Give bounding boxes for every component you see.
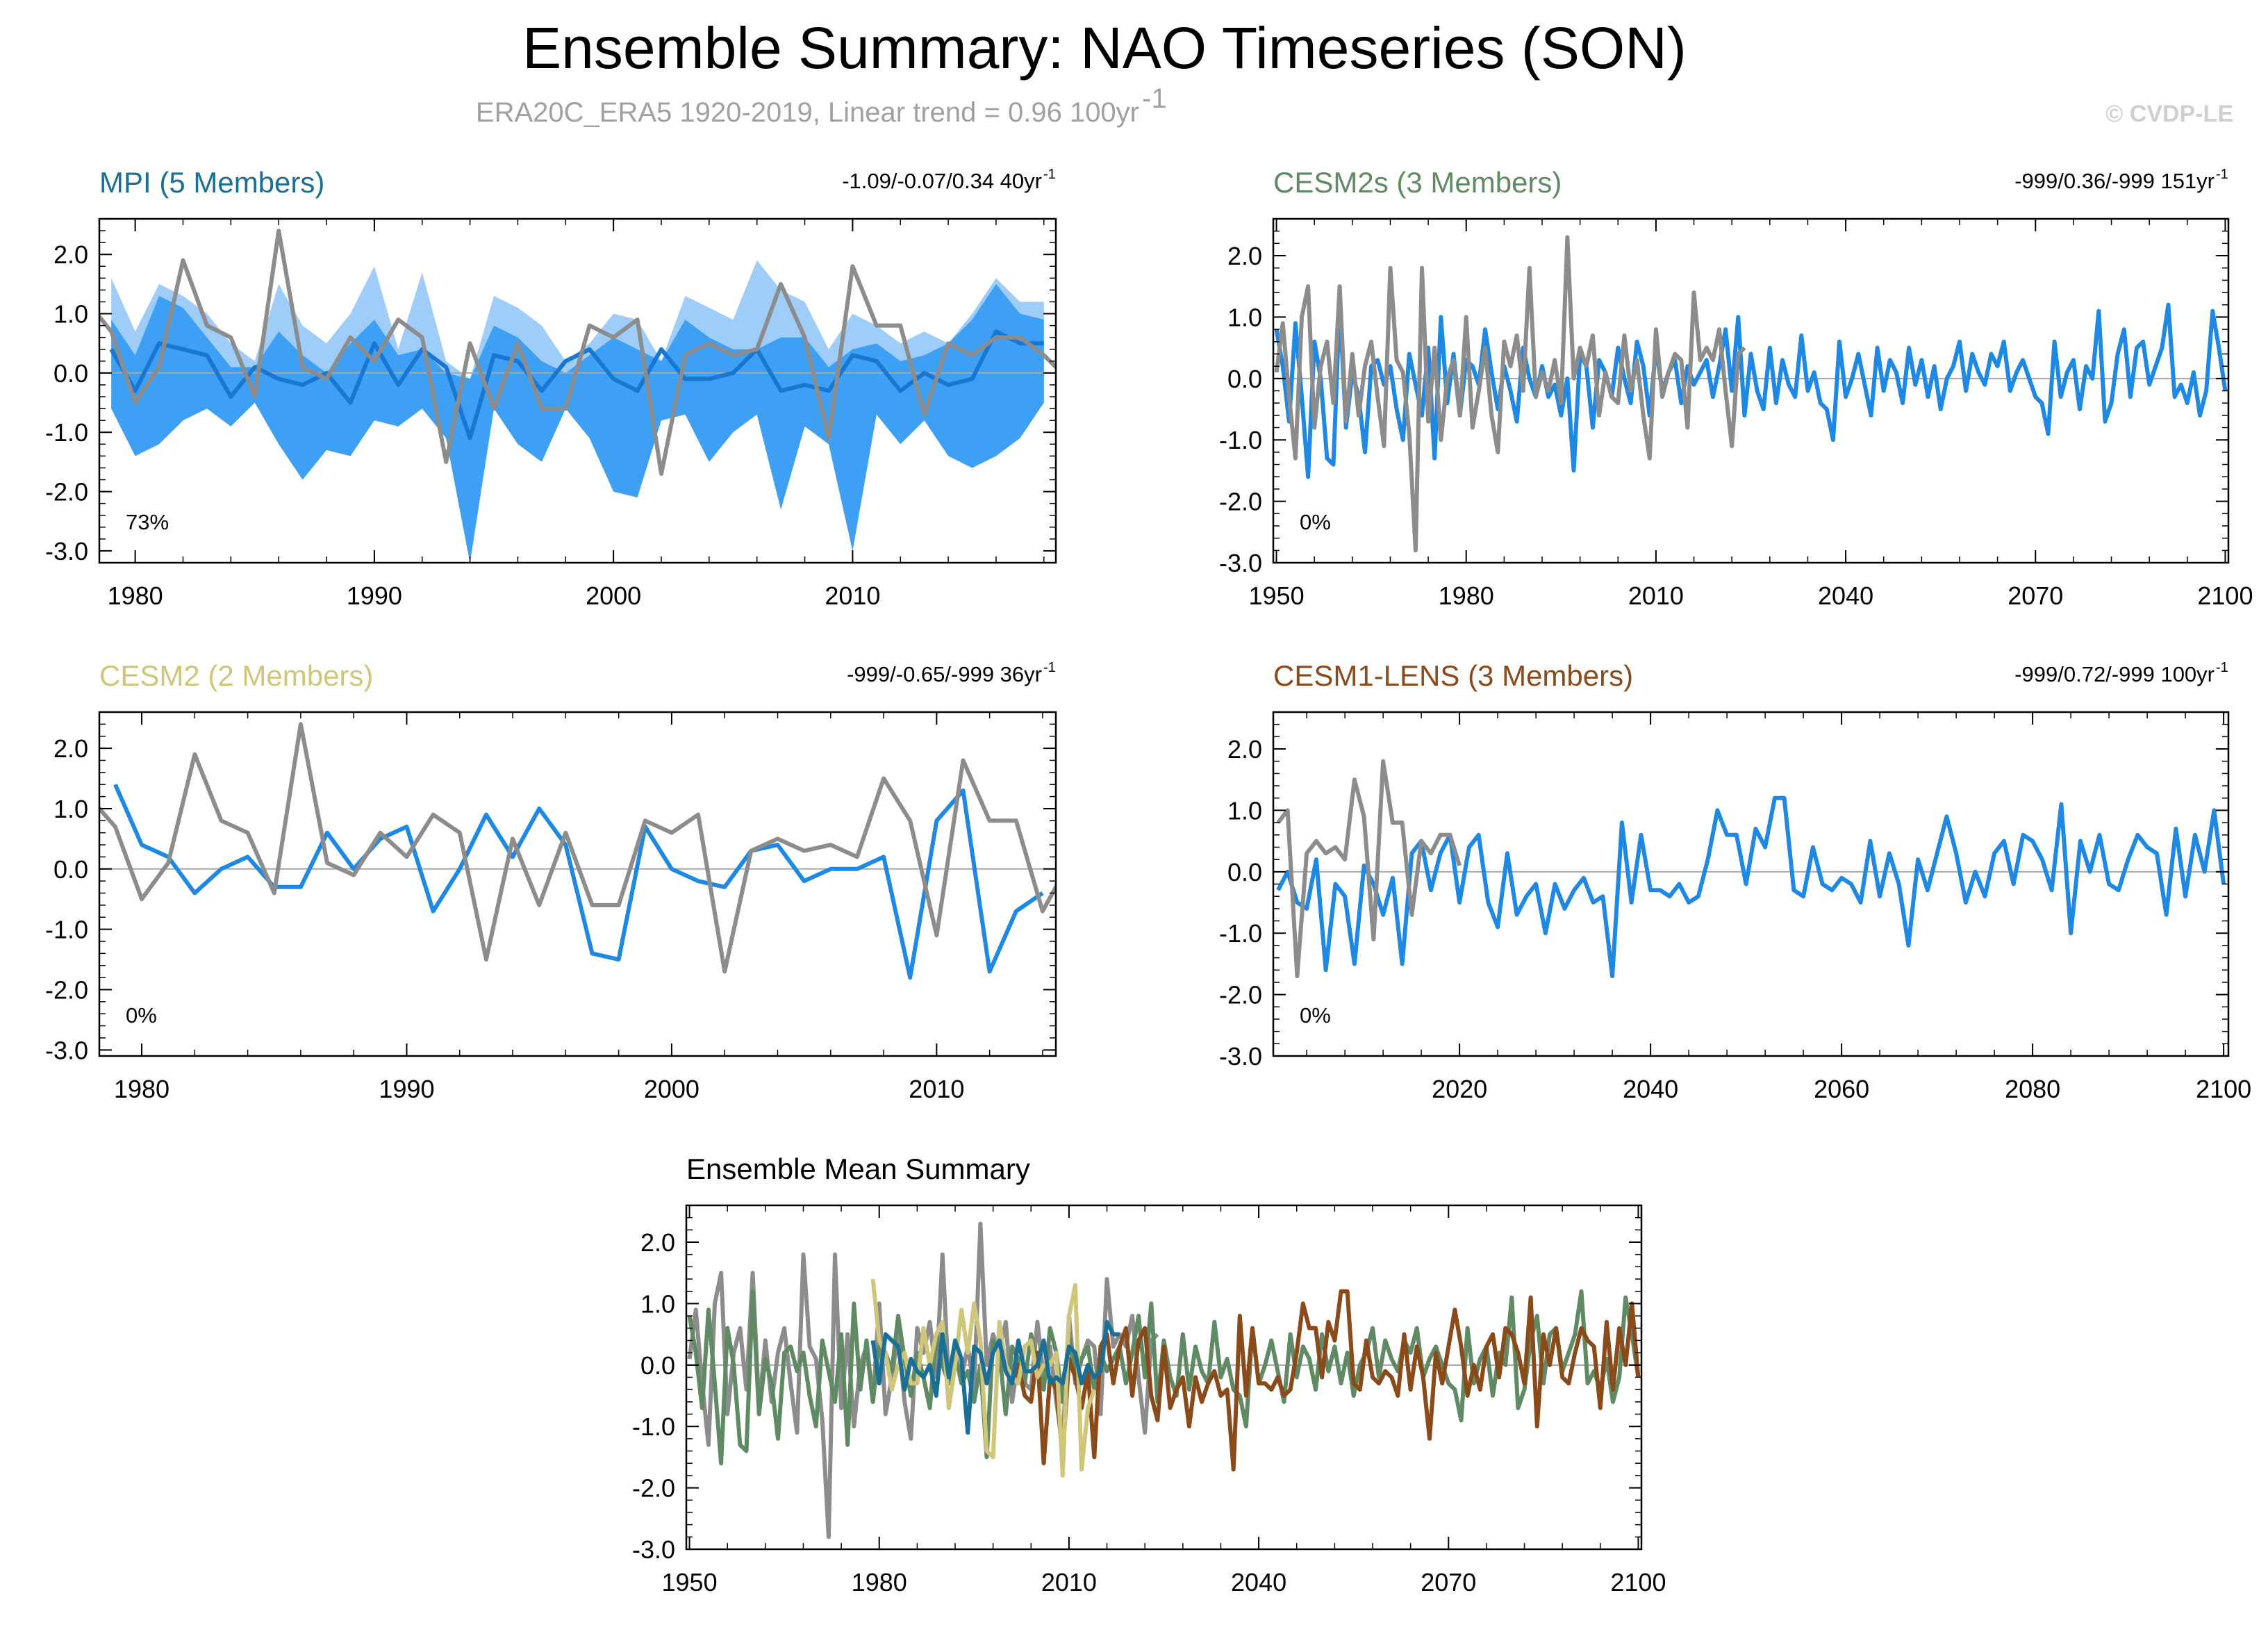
cesm2s-xtick-label: 2100 [2197,581,2253,610]
mpi-frame [98,217,1057,564]
cesm2-ytick-label: 0.0 [53,855,88,884]
cesm2s-xtick-label: 1950 [1249,581,1305,610]
lens-stats: -999/0.72/-999 100yr [2014,662,2215,686]
cesm2-stats: -999/-0.65/-999 36yr [847,662,1042,686]
mpi-ytick-label: -3.0 [45,537,88,566]
lens-ytick-label: 0.0 [1227,858,1262,886]
mean-series-ensemble-mean [870,1319,1120,1435]
cesm2s-percent-label: 0% [1300,510,1331,534]
lens-ytick-label: -3.0 [1219,1042,1262,1071]
mean-xtick-label: 1980 [852,1568,907,1596]
mpi-band-inner [111,283,1044,563]
cesm2-percent-label: 0% [126,1003,157,1028]
mpi-series-ensemble-mean [109,329,1044,440]
panel-mean: Ensemble Mean Summary 2.0 1.0 0.0 -1.0 -2.0 -3… [632,1153,1666,1596]
mpi-xtick-label: 2010 [825,581,880,610]
cesm2-title: CESM2 (2 Members) [99,659,373,692]
mpi-xtick-label: 2000 [586,581,641,610]
cesm2s-ytick-label: -2.0 [1219,488,1262,516]
cesm2-xtick-label: 2000 [644,1075,700,1103]
mpi-stats-superscript: -1 [1043,167,1056,182]
mpi-ytick-label: 1.0 [53,300,88,329]
cesm2s-ytick-label: 0.0 [1227,365,1262,393]
cesm2-stats-superscript: -1 [1043,660,1056,675]
mean-ytick-label: 2.0 [640,1228,675,1257]
cesm2-ytick-label: 2.0 [53,734,88,763]
lens-series-era20c-era5 [1276,759,1462,979]
cesm2-xtick-label: 1990 [379,1075,434,1103]
mean-xtick-label: 2070 [1421,1568,1476,1596]
mean-ytick-label: 0.0 [640,1351,675,1380]
mpi-xtick-label: 1990 [347,581,402,610]
mpi-percent-label: 73% [126,510,169,534]
lens-series-cesm1-lens [1276,795,2226,979]
cesm2s-xtick-label: 2040 [1818,581,1873,610]
cesm2s-series-cesm2s [1274,302,2228,479]
lens-xtick-label: 2040 [1623,1075,1678,1103]
cesm2s-title: CESM2s (3 Members) [1273,166,1562,199]
lens-percent-label: 0% [1300,1003,1331,1028]
cesm2-xtick-label: 2010 [909,1075,964,1103]
cesm2s-ytick-label: -3.0 [1219,549,1262,577]
mpi-stats: -1.09/-0.07/0.34 40yr [842,169,1042,193]
cesm2s-xtick-label: 2010 [1628,581,1684,610]
figure-title: Ensemble Summary: NAO Timeseries (SON) [522,15,1687,81]
panel-cesm2: CESM2 (2 Members) -999/-0.65/-999 36yr -1 2… [45,659,1057,1103]
mpi-xtick-label: 1980 [108,581,163,610]
lens-ytick-label: -1.0 [1219,919,1262,948]
mpi-ytick-label: 2.0 [53,240,88,269]
cesm2-ytick-label: -2.0 [45,975,88,1004]
lens-xtick-label: 2100 [2196,1075,2251,1103]
cesm2s-stats: -999/0.36/-999 151yr [2014,169,2215,193]
cesm2s-xtick-label: 2070 [2008,581,2063,610]
cesm2s-xtick-label: 1980 [1439,581,1494,610]
panel-mpi: MPI (5 Members) -1.09/-0.07/0.34 40yr -1 2.… [45,166,1057,610]
mpi-ytick-label: 0.0 [53,359,88,388]
cesm2-ytick-label: 1.0 [53,795,88,823]
figure-subtitle-superscript: -1 [1142,83,1167,114]
cesm2s-ytick-label: 2.0 [1227,242,1262,270]
mpi-ytick-label: -1.0 [45,418,88,447]
cesm2-xtick-label: 1980 [114,1075,169,1103]
cesm2s-series-era20c-era5 [1274,235,1746,553]
mpi-ytick-label: -2.0 [45,478,88,506]
mpi-title: MPI (5 Members) [99,166,324,199]
cesm2s-ytick-label: 1.0 [1227,303,1262,331]
mean-xtick-label: 2010 [1041,1568,1097,1596]
cesm2s-stats-superscript: -1 [2216,167,2228,182]
lens-title: CESM1-LENS (3 Members) [1273,659,1633,692]
mean-series-cesm2 [870,1278,1097,1478]
lens-xtick-label: 2020 [1432,1075,1487,1103]
lens-ytick-label: -2.0 [1219,981,1262,1009]
lens-ytick-label: 2.0 [1227,735,1262,764]
cesm2-series-era20c-era5 [99,722,1056,974]
lens-stats-superscript: -1 [2216,660,2228,675]
mean-ytick-label: -2.0 [632,1474,675,1503]
mean-ytick-label: -3.0 [632,1535,675,1564]
cesm2-ytick-label: -1.0 [45,916,88,944]
panels: MPI (5 Members) -1.09/-0.07/0.34 40yr -12.… [45,166,2253,1596]
mean-ytick-label: 1.0 [640,1289,675,1318]
lens-ytick-label: 1.0 [1227,796,1262,825]
mean-title: Ensemble Mean Summary [686,1153,1030,1185]
lens-xtick-label: 2060 [1814,1075,1869,1103]
mean-xtick-label: 2100 [1610,1568,1666,1596]
panel-lens: CESM1-LENS (3 Members) -999/0.72/-999 100… [1219,659,2251,1103]
cesm2-ytick-label: -3.0 [45,1036,88,1064]
figure-subtitle: ERA20C_ERA5 1920-2019, Linear trend = 0.… [476,97,1139,128]
mpi-series-era20c-era5 [99,229,1056,476]
lens-xtick-label: 2080 [2005,1075,2060,1103]
mean-ytick-label: -1.0 [632,1412,675,1441]
mean-xtick-label: 2040 [1231,1568,1286,1596]
mean-series-cesm1-lens [1010,1289,1641,1472]
cesm2s-ytick-label: -1.0 [1219,426,1262,454]
mean-series-cesm2s [687,1289,1641,1466]
cesm2-frame [98,711,1057,1057]
panel-cesm2s: CESM2s (3 Members) -999/0.36/-999 151yr -1… [1219,166,2253,610]
credit-label: © CVDP-LE [2105,101,2233,127]
mean-xtick-label: 1950 [662,1568,718,1596]
